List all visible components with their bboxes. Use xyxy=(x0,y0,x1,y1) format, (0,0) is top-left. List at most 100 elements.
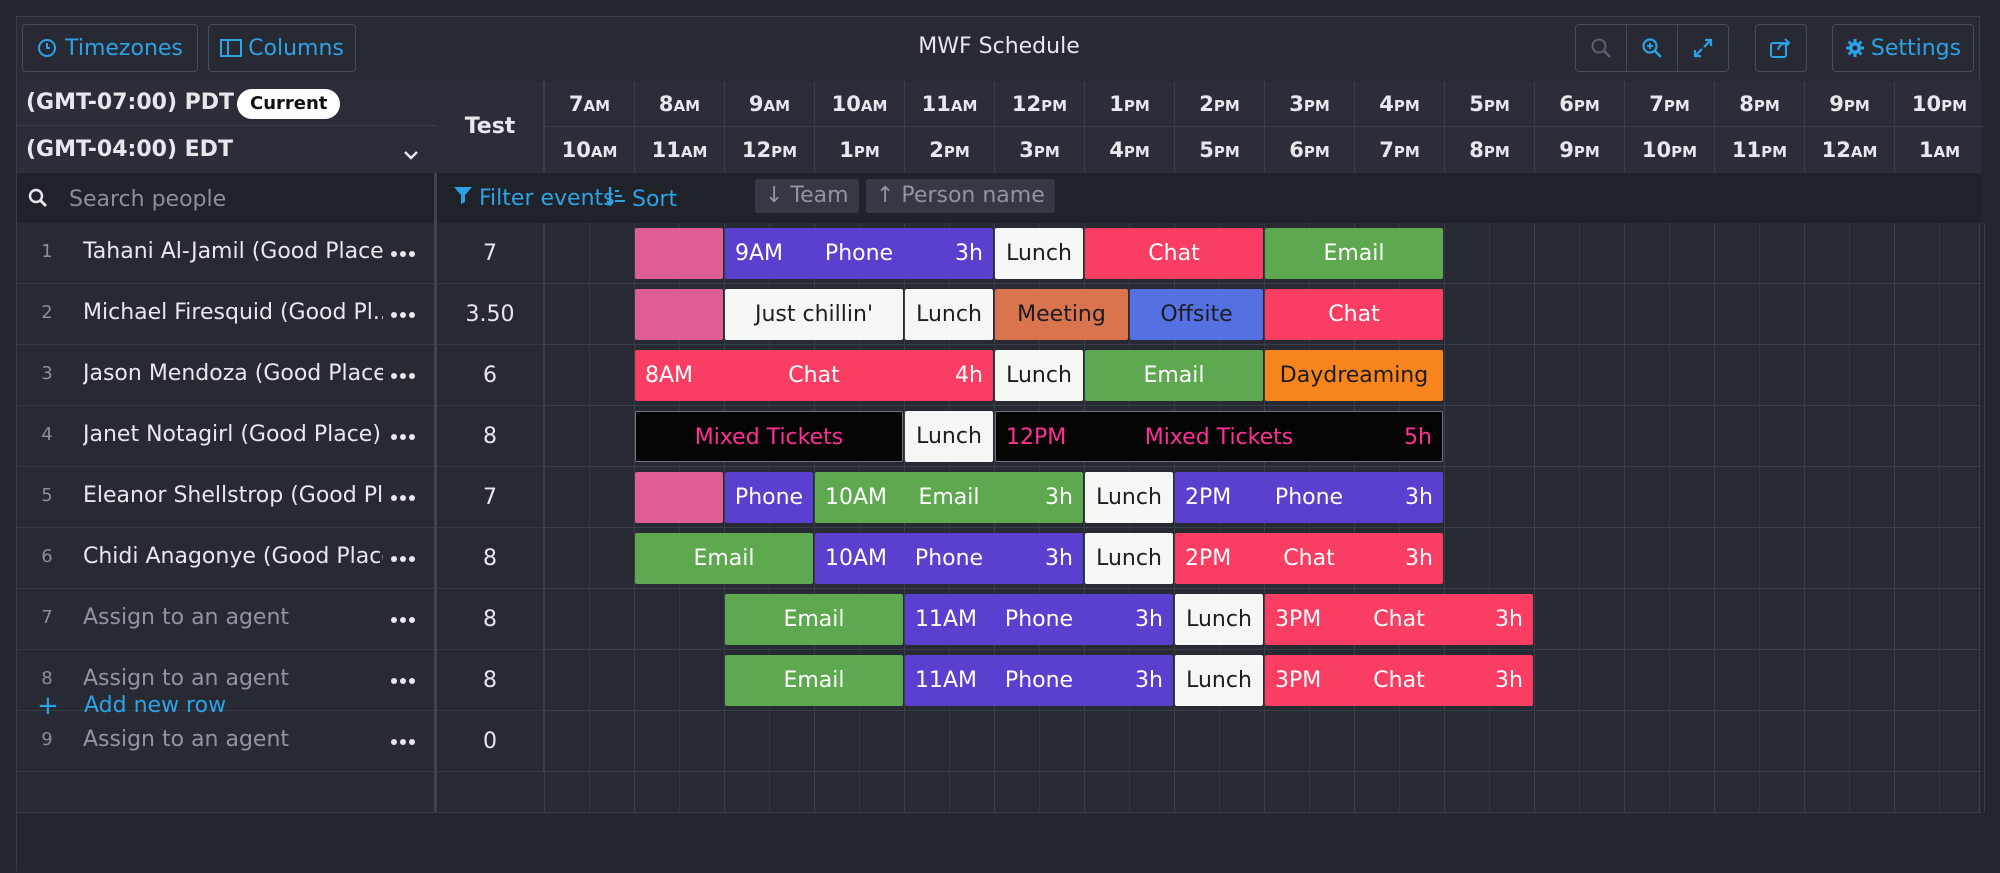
schedule-event[interactable]: 10AM Phone 3h xyxy=(815,533,1083,584)
test-value[interactable]: 0 xyxy=(437,711,544,772)
settings-button[interactable]: Settings xyxy=(1832,24,1974,72)
row-menu-icon[interactable] xyxy=(387,359,419,389)
sort-chip-person-name[interactable]: ↑ Person name xyxy=(866,179,1055,213)
schedule-event[interactable]: 2PM Phone 3h xyxy=(1175,472,1443,523)
assign-agent-placeholder[interactable]: Assign to an agent xyxy=(83,727,290,752)
hour-meridiem: PM xyxy=(1843,97,1870,115)
test-value[interactable]: 8 xyxy=(437,528,544,589)
schedule-event[interactable]: 8AM Chat 4h xyxy=(635,350,993,401)
schedule-event[interactable]: Email xyxy=(1265,228,1443,279)
person-row[interactable]: 6 Chidi Anagonye (Good Place) xyxy=(17,528,434,589)
schedule-event[interactable]: Meeting xyxy=(995,289,1128,340)
hour-meridiem: PM xyxy=(1123,97,1150,115)
row-number: 9 xyxy=(41,729,53,750)
person-name[interactable]: Jason Mendoza (Good Place) xyxy=(83,361,383,386)
schedule-event[interactable] xyxy=(635,472,723,523)
sort-button[interactable]: Sort xyxy=(606,185,677,213)
test-value[interactable]: 7 xyxy=(437,467,544,528)
schedule-event[interactable]: Lunch xyxy=(1085,533,1173,584)
test-value[interactable]: 3.50 xyxy=(437,284,544,345)
schedule-event[interactable]: Lunch xyxy=(995,350,1083,401)
person-name[interactable]: Eleanor Shellstrop (Good Pl... xyxy=(83,483,383,508)
schedule-event[interactable]: 11AM Phone 3h xyxy=(905,594,1173,645)
test-value[interactable]: 8 xyxy=(437,650,544,711)
assign-agent-placeholder[interactable]: Assign to an agent xyxy=(83,605,290,630)
test-value[interactable]: 7 xyxy=(437,223,544,284)
test-value[interactable]: 8 xyxy=(437,589,544,650)
row-menu-icon[interactable] xyxy=(387,603,419,633)
hour-label-secondary: 8PM xyxy=(1444,127,1534,173)
schedule-event[interactable]: Chat xyxy=(1085,228,1263,279)
zoom-out-button[interactable] xyxy=(1575,24,1627,72)
hour-number: 9 xyxy=(748,92,764,116)
schedule-event[interactable]: Email xyxy=(725,655,903,706)
person-row[interactable]: 2 Michael Firesquid (Good Pl... xyxy=(17,284,434,345)
schedule-event[interactable]: Lunch xyxy=(995,228,1083,279)
add-new-row-button[interactable]: + Add new row xyxy=(17,676,434,736)
schedule-event[interactable]: 2PM Chat 3h xyxy=(1175,533,1443,584)
row-menu-icon[interactable] xyxy=(387,481,419,511)
schedule-event[interactable]: Email xyxy=(725,594,903,645)
test-value[interactable]: 8 xyxy=(437,406,544,467)
timezones-button[interactable]: Timezones xyxy=(22,24,198,72)
hour-label-secondary: 4PM xyxy=(1084,127,1174,173)
schedule-event[interactable]: Lunch xyxy=(905,289,993,340)
schedule-event[interactable]: 12PM Mixed Tickets 5h xyxy=(995,411,1443,462)
schedule-event[interactable]: Mixed Tickets xyxy=(635,411,903,462)
row-menu-icon[interactable] xyxy=(387,237,419,267)
person-name[interactable]: Michael Firesquid (Good Pl... xyxy=(83,300,383,325)
schedule-event[interactable]: Lunch xyxy=(1085,472,1173,523)
schedule-event[interactable]: 9AM Phone 3h xyxy=(725,228,993,279)
person-row[interactable]: 1 Tahani Al-Jamil (Good Place) xyxy=(17,223,434,284)
secondary-timezone-select[interactable]: (GMT-04:00) EDT xyxy=(17,126,437,173)
person-name[interactable]: Tahani Al-Jamil (Good Place) xyxy=(83,239,383,264)
schedule-event[interactable]: Email xyxy=(1085,350,1263,401)
person-row[interactable]: 9 Assign to an agent xyxy=(17,711,434,772)
schedule-event[interactable]: 10AM Email 3h xyxy=(815,472,1083,523)
schedule-event[interactable]: Lunch xyxy=(905,411,993,462)
assign-agent-placeholder[interactable]: Assign to an agent xyxy=(83,666,290,691)
person-row[interactable]: 8 Assign to an agent xyxy=(17,650,434,711)
schedule-event[interactable]: 3PM Chat 3h xyxy=(1265,594,1533,645)
hour-number: 10 xyxy=(561,138,591,162)
hour-meridiem: PM xyxy=(1663,97,1690,115)
share-button[interactable] xyxy=(1755,24,1807,72)
person-row[interactable]: 5 Eleanor Shellstrop (Good Pl... xyxy=(17,467,434,528)
schedule-event[interactable] xyxy=(635,228,723,279)
schedule-event[interactable]: 3PM Chat 3h xyxy=(1265,655,1533,706)
schedule-event[interactable]: Just chillin' xyxy=(725,289,903,340)
schedule-event[interactable]: 11AM Phone 3h xyxy=(905,655,1173,706)
schedule-event[interactable] xyxy=(635,289,723,340)
filter-bar: Filter events Sort ↓ Team ↑ Person name xyxy=(437,173,1981,223)
row-menu-icon[interactable] xyxy=(387,420,419,450)
event-start-time: 8AM xyxy=(645,363,694,388)
row-menu-icon[interactable] xyxy=(387,298,419,328)
hour-number: 2 xyxy=(1199,92,1214,116)
person-row[interactable]: 3 Jason Mendoza (Good Place) xyxy=(17,345,434,406)
test-value[interactable]: 6 xyxy=(437,345,544,406)
schedule-event[interactable]: Phone xyxy=(725,472,813,523)
test-column-header[interactable]: Test xyxy=(437,81,544,173)
row-menu-icon[interactable] xyxy=(387,664,419,694)
event-label: Daydreaming xyxy=(1279,363,1429,388)
person-name[interactable]: Chidi Anagonye (Good Place) xyxy=(83,544,383,569)
schedule-event[interactable]: Lunch xyxy=(1175,655,1263,706)
person-row[interactable]: 7 Assign to an agent xyxy=(17,589,434,650)
zoom-in-button[interactable] xyxy=(1626,24,1678,72)
row-menu-icon[interactable] xyxy=(387,542,419,572)
sort-chip-team[interactable]: ↓ Team xyxy=(755,179,859,213)
person-name[interactable]: Janet Notagirl (Good Place) xyxy=(83,422,381,447)
schedule-event[interactable]: Chat xyxy=(1265,289,1443,340)
columns-button[interactable]: Columns xyxy=(208,24,356,72)
schedule-event[interactable]: Daydreaming xyxy=(1265,350,1443,401)
row-menu-icon[interactable] xyxy=(387,725,419,755)
person-row[interactable]: 4 Janet Notagirl (Good Place) xyxy=(17,406,434,467)
hour-label-secondary: 9PM xyxy=(1534,127,1624,173)
fullscreen-button[interactable] xyxy=(1677,24,1729,72)
schedule-event[interactable]: Email xyxy=(635,533,813,584)
schedule-event[interactable]: Offsite xyxy=(1130,289,1263,340)
event-label: Mixed Tickets xyxy=(1144,425,1294,450)
schedule-event[interactable]: Lunch xyxy=(1175,594,1263,645)
search-input[interactable] xyxy=(67,183,411,215)
filter-events-button[interactable]: Filter events xyxy=(453,185,615,211)
